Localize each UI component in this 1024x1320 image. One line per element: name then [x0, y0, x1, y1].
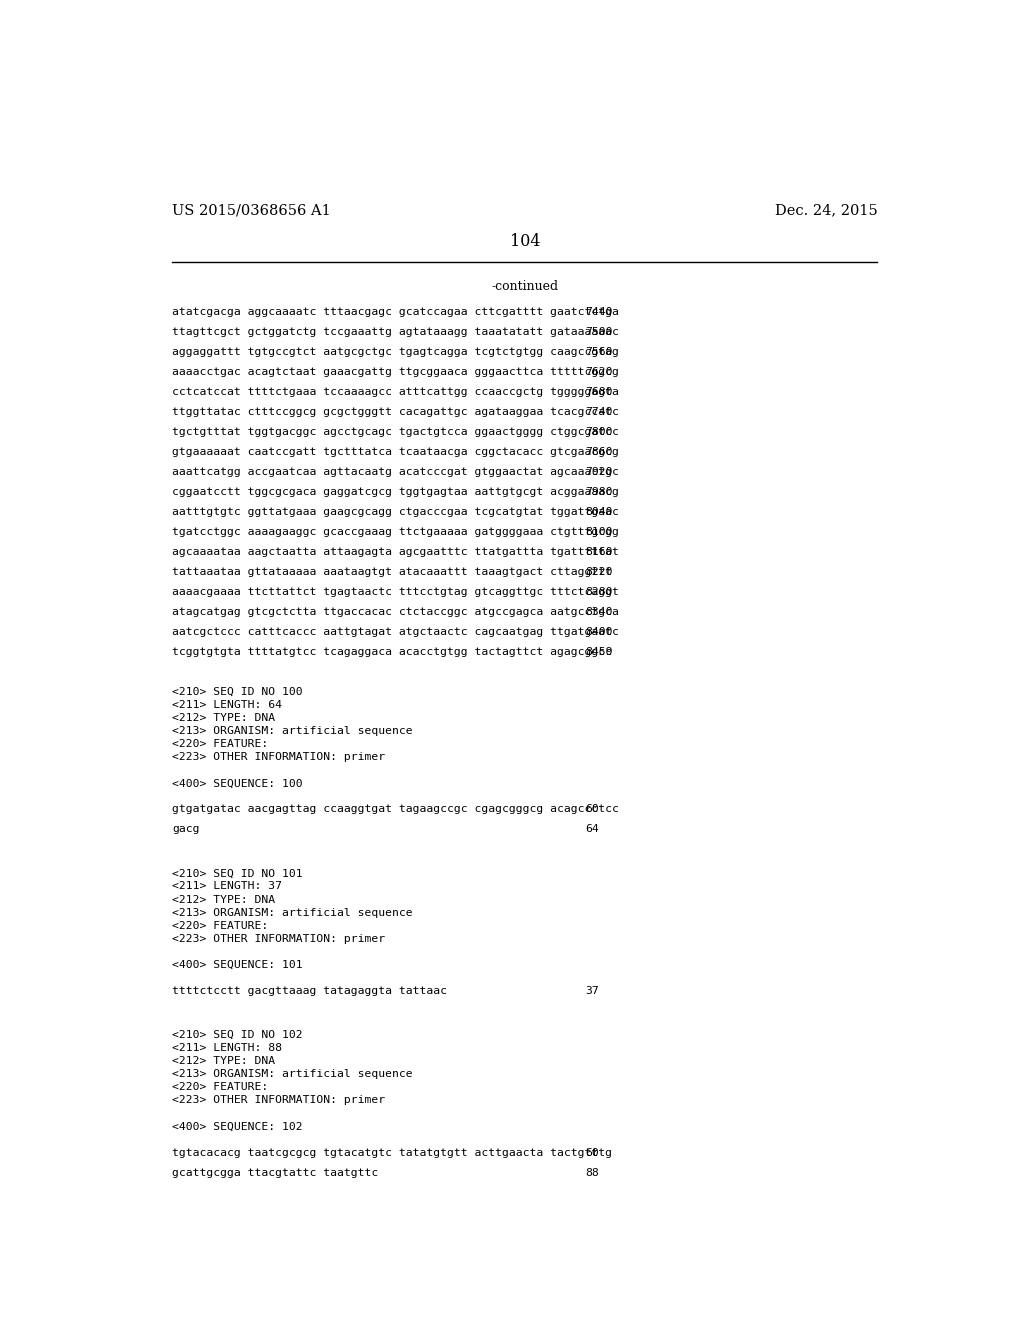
Text: aggaggattt tgtgccgtct aatgcgctgc tgagtcagga tcgtctgtgg caagccgtag: aggaggattt tgtgccgtct aatgcgctgc tgagtca… — [172, 347, 620, 356]
Text: 60: 60 — [586, 1148, 599, 1158]
Text: <400> SEQUENCE: 100: <400> SEQUENCE: 100 — [172, 779, 303, 788]
Text: tcggtgtgta ttttatgtcc tcagaggaca acacctgtgg tactagttct agagcggcc: tcggtgtgta ttttatgtcc tcagaggaca acacctg… — [172, 647, 612, 657]
Text: ttttctcctt gacgttaaag tatagaggta tattaac: ttttctcctt gacgttaaag tatagaggta tattaac — [172, 986, 447, 997]
Text: 60: 60 — [586, 804, 599, 814]
Text: cggaatcctt tggcgcgaca gaggatcgcg tggtgagtaa aattgtgcgt acggaaaacg: cggaatcctt tggcgcgaca gaggatcgcg tggtgag… — [172, 487, 620, 498]
Text: <210> SEQ ID NO 101: <210> SEQ ID NO 101 — [172, 869, 303, 878]
Text: 64: 64 — [586, 825, 599, 834]
Text: 8160: 8160 — [586, 548, 612, 557]
Text: aaattcatgg accgaatcaa agttacaatg acatcccgat gtggaactat agcaaactgc: aaattcatgg accgaatcaa agttacaatg acatccc… — [172, 467, 620, 477]
Text: 8100: 8100 — [586, 527, 612, 537]
Text: 104: 104 — [510, 234, 540, 249]
Text: <212> TYPE: DNA: <212> TYPE: DNA — [172, 713, 275, 723]
Text: <213> ORGANISM: artificial sequence: <213> ORGANISM: artificial sequence — [172, 908, 413, 917]
Text: <213> ORGANISM: artificial sequence: <213> ORGANISM: artificial sequence — [172, 726, 413, 735]
Text: <211> LENGTH: 88: <211> LENGTH: 88 — [172, 1043, 283, 1053]
Text: -continued: -continued — [492, 280, 558, 293]
Text: 7860: 7860 — [586, 447, 612, 457]
Text: 8220: 8220 — [586, 568, 612, 577]
Text: 7620: 7620 — [586, 367, 612, 378]
Text: tgatcctggc aaaagaaggc gcaccgaaag ttctgaaaaa gatggggaaa ctgtttgcgg: tgatcctggc aaaagaaggc gcaccgaaag ttctgaa… — [172, 527, 620, 537]
Text: 8280: 8280 — [586, 587, 612, 597]
Text: 7680: 7680 — [586, 387, 612, 397]
Text: ttagttcgct gctggatctg tccgaaattg agtataaagg taaatatatt gataaaaaac: ttagttcgct gctggatctg tccgaaattg agtataa… — [172, 327, 620, 337]
Text: <211> LENGTH: 37: <211> LENGTH: 37 — [172, 882, 283, 891]
Text: US 2015/0368656 A1: US 2015/0368656 A1 — [172, 203, 331, 216]
Text: ttggttatac ctttccggcg gcgctgggtt cacagattgc agataaggaa tcacgccatc: ttggttatac ctttccggcg gcgctgggtt cacagat… — [172, 407, 620, 417]
Text: 8340: 8340 — [586, 607, 612, 618]
Text: 7500: 7500 — [586, 327, 612, 337]
Text: gtgaaaaaat caatccgatt tgctttatca tcaataacga cggctacacc gtcgaacgcg: gtgaaaaaat caatccgatt tgctttatca tcaataa… — [172, 447, 620, 457]
Text: gcattgcgga ttacgtattc taatgttc: gcattgcgga ttacgtattc taatgttc — [172, 1168, 379, 1177]
Text: 8040: 8040 — [586, 507, 612, 517]
Text: aatcgctccc catttcaccc aattgtagat atgctaactc cagcaatgag ttgatgaatc: aatcgctccc catttcaccc aattgtagat atgctaa… — [172, 627, 620, 638]
Text: <213> ORGANISM: artificial sequence: <213> ORGANISM: artificial sequence — [172, 1069, 413, 1080]
Text: <220> FEATURE:: <220> FEATURE: — [172, 1082, 268, 1093]
Text: <223> OTHER INFORMATION: primer: <223> OTHER INFORMATION: primer — [172, 1096, 385, 1105]
Text: <223> OTHER INFORMATION: primer: <223> OTHER INFORMATION: primer — [172, 933, 385, 944]
Text: 8400: 8400 — [586, 627, 612, 638]
Text: 8459: 8459 — [586, 647, 612, 657]
Text: <400> SEQUENCE: 101: <400> SEQUENCE: 101 — [172, 960, 303, 970]
Text: <210> SEQ ID NO 102: <210> SEQ ID NO 102 — [172, 1030, 303, 1040]
Text: tattaaataa gttataaaaa aaataagtgt atacaaattt taaagtgact cttaggttt: tattaaataa gttataaaaa aaataagtgt atacaaa… — [172, 568, 612, 577]
Text: 88: 88 — [586, 1168, 599, 1177]
Text: <212> TYPE: DNA: <212> TYPE: DNA — [172, 895, 275, 904]
Text: 7980: 7980 — [586, 487, 612, 498]
Text: gacg: gacg — [172, 825, 200, 834]
Text: 7740: 7740 — [586, 407, 612, 417]
Text: aaaacctgac acagtctaat gaaacgattg ttgcggaaca gggaacttca tttttcggcg: aaaacctgac acagtctaat gaaacgattg ttgcgga… — [172, 367, 620, 378]
Text: 7440: 7440 — [586, 308, 612, 317]
Text: 37: 37 — [586, 986, 599, 997]
Text: <210> SEQ ID NO 100: <210> SEQ ID NO 100 — [172, 686, 303, 697]
Text: aatttgtgtc ggttatgaaa gaagcgcagg ctgacccgaa tcgcatgtat tggattgaac: aatttgtgtc ggttatgaaa gaagcgcagg ctgaccc… — [172, 507, 620, 517]
Text: <400> SEQUENCE: 102: <400> SEQUENCE: 102 — [172, 1122, 303, 1131]
Text: 7560: 7560 — [586, 347, 612, 356]
Text: atatcgacga aggcaaaatc tttaacgagc gcatccagaa cttcgatttt gaatctctga: atatcgacga aggcaaaatc tttaacgagc gcatcca… — [172, 308, 620, 317]
Text: tgtacacacg taatcgcgcg tgtacatgtc tatatgtgtt acttgaacta tactgtttg: tgtacacacg taatcgcgcg tgtacatgtc tatatgt… — [172, 1148, 612, 1158]
Text: <223> OTHER INFORMATION: primer: <223> OTHER INFORMATION: primer — [172, 752, 385, 762]
Text: <220> FEATURE:: <220> FEATURE: — [172, 739, 268, 748]
Text: agcaaaataa aagctaatta attaagagta agcgaatttc ttatgattta tgatttttat: agcaaaataa aagctaatta attaagagta agcgaat… — [172, 548, 620, 557]
Text: aaaacgaaaa ttcttattct tgagtaactc tttcctgtag gtcaggttgc tttctcaggt: aaaacgaaaa ttcttattct tgagtaactc tttcctg… — [172, 587, 620, 597]
Text: Dec. 24, 2015: Dec. 24, 2015 — [775, 203, 878, 216]
Text: gtgatgatac aacgagttag ccaaggtgat tagaagccgc cgagcgggcg acagccctcc: gtgatgatac aacgagttag ccaaggtgat tagaagc… — [172, 804, 620, 814]
Text: 7920: 7920 — [586, 467, 612, 477]
Text: cctcatccat ttttctgaaa tccaaaagcc atttcattgg ccaaccgctg tgggggagta: cctcatccat ttttctgaaa tccaaaagcc atttcat… — [172, 387, 620, 397]
Text: tgctgtttat tggtgacggc agcctgcagc tgactgtcca ggaactgggg ctggcgatcc: tgctgtttat tggtgacggc agcctgcagc tgactgt… — [172, 428, 620, 437]
Text: atagcatgag gtcgctctta ttgaccacac ctctaccggc atgccgagca aatgcctgca: atagcatgag gtcgctctta ttgaccacac ctctacc… — [172, 607, 620, 618]
Text: <211> LENGTH: 64: <211> LENGTH: 64 — [172, 700, 283, 710]
Text: 7800: 7800 — [586, 428, 612, 437]
Text: <212> TYPE: DNA: <212> TYPE: DNA — [172, 1056, 275, 1067]
Text: <220> FEATURE:: <220> FEATURE: — [172, 921, 268, 931]
